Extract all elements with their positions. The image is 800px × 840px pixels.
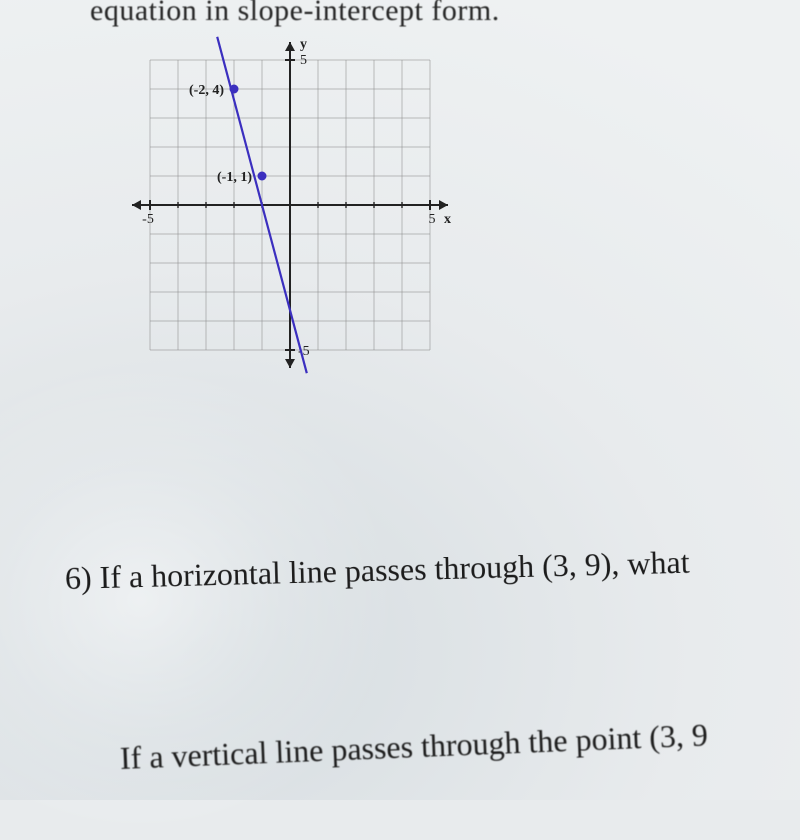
svg-text:-5: -5: [142, 212, 154, 227]
partial-header-text: equation in slope-intercept form.: [90, 0, 500, 28]
svg-text:5: 5: [429, 212, 436, 227]
question-7-text: If a vertical line passes through the po…: [119, 713, 800, 777]
svg-text:y: y: [300, 37, 307, 52]
page-surface: equation in slope-intercept form. -555-5…: [0, 0, 800, 800]
question-6-text: 6) If a horizontal line passes through (…: [65, 541, 800, 597]
svg-text:x: x: [444, 212, 451, 227]
graph-svg: -555-5yx(-2, 4)(-1, 1): [120, 30, 460, 390]
coordinate-graph: -555-5yx(-2, 4)(-1, 1): [120, 30, 460, 390]
svg-text:(-2, 4): (-2, 4): [189, 83, 224, 98]
svg-text:5: 5: [300, 53, 307, 68]
svg-text:(-1, 1): (-1, 1): [217, 170, 252, 185]
